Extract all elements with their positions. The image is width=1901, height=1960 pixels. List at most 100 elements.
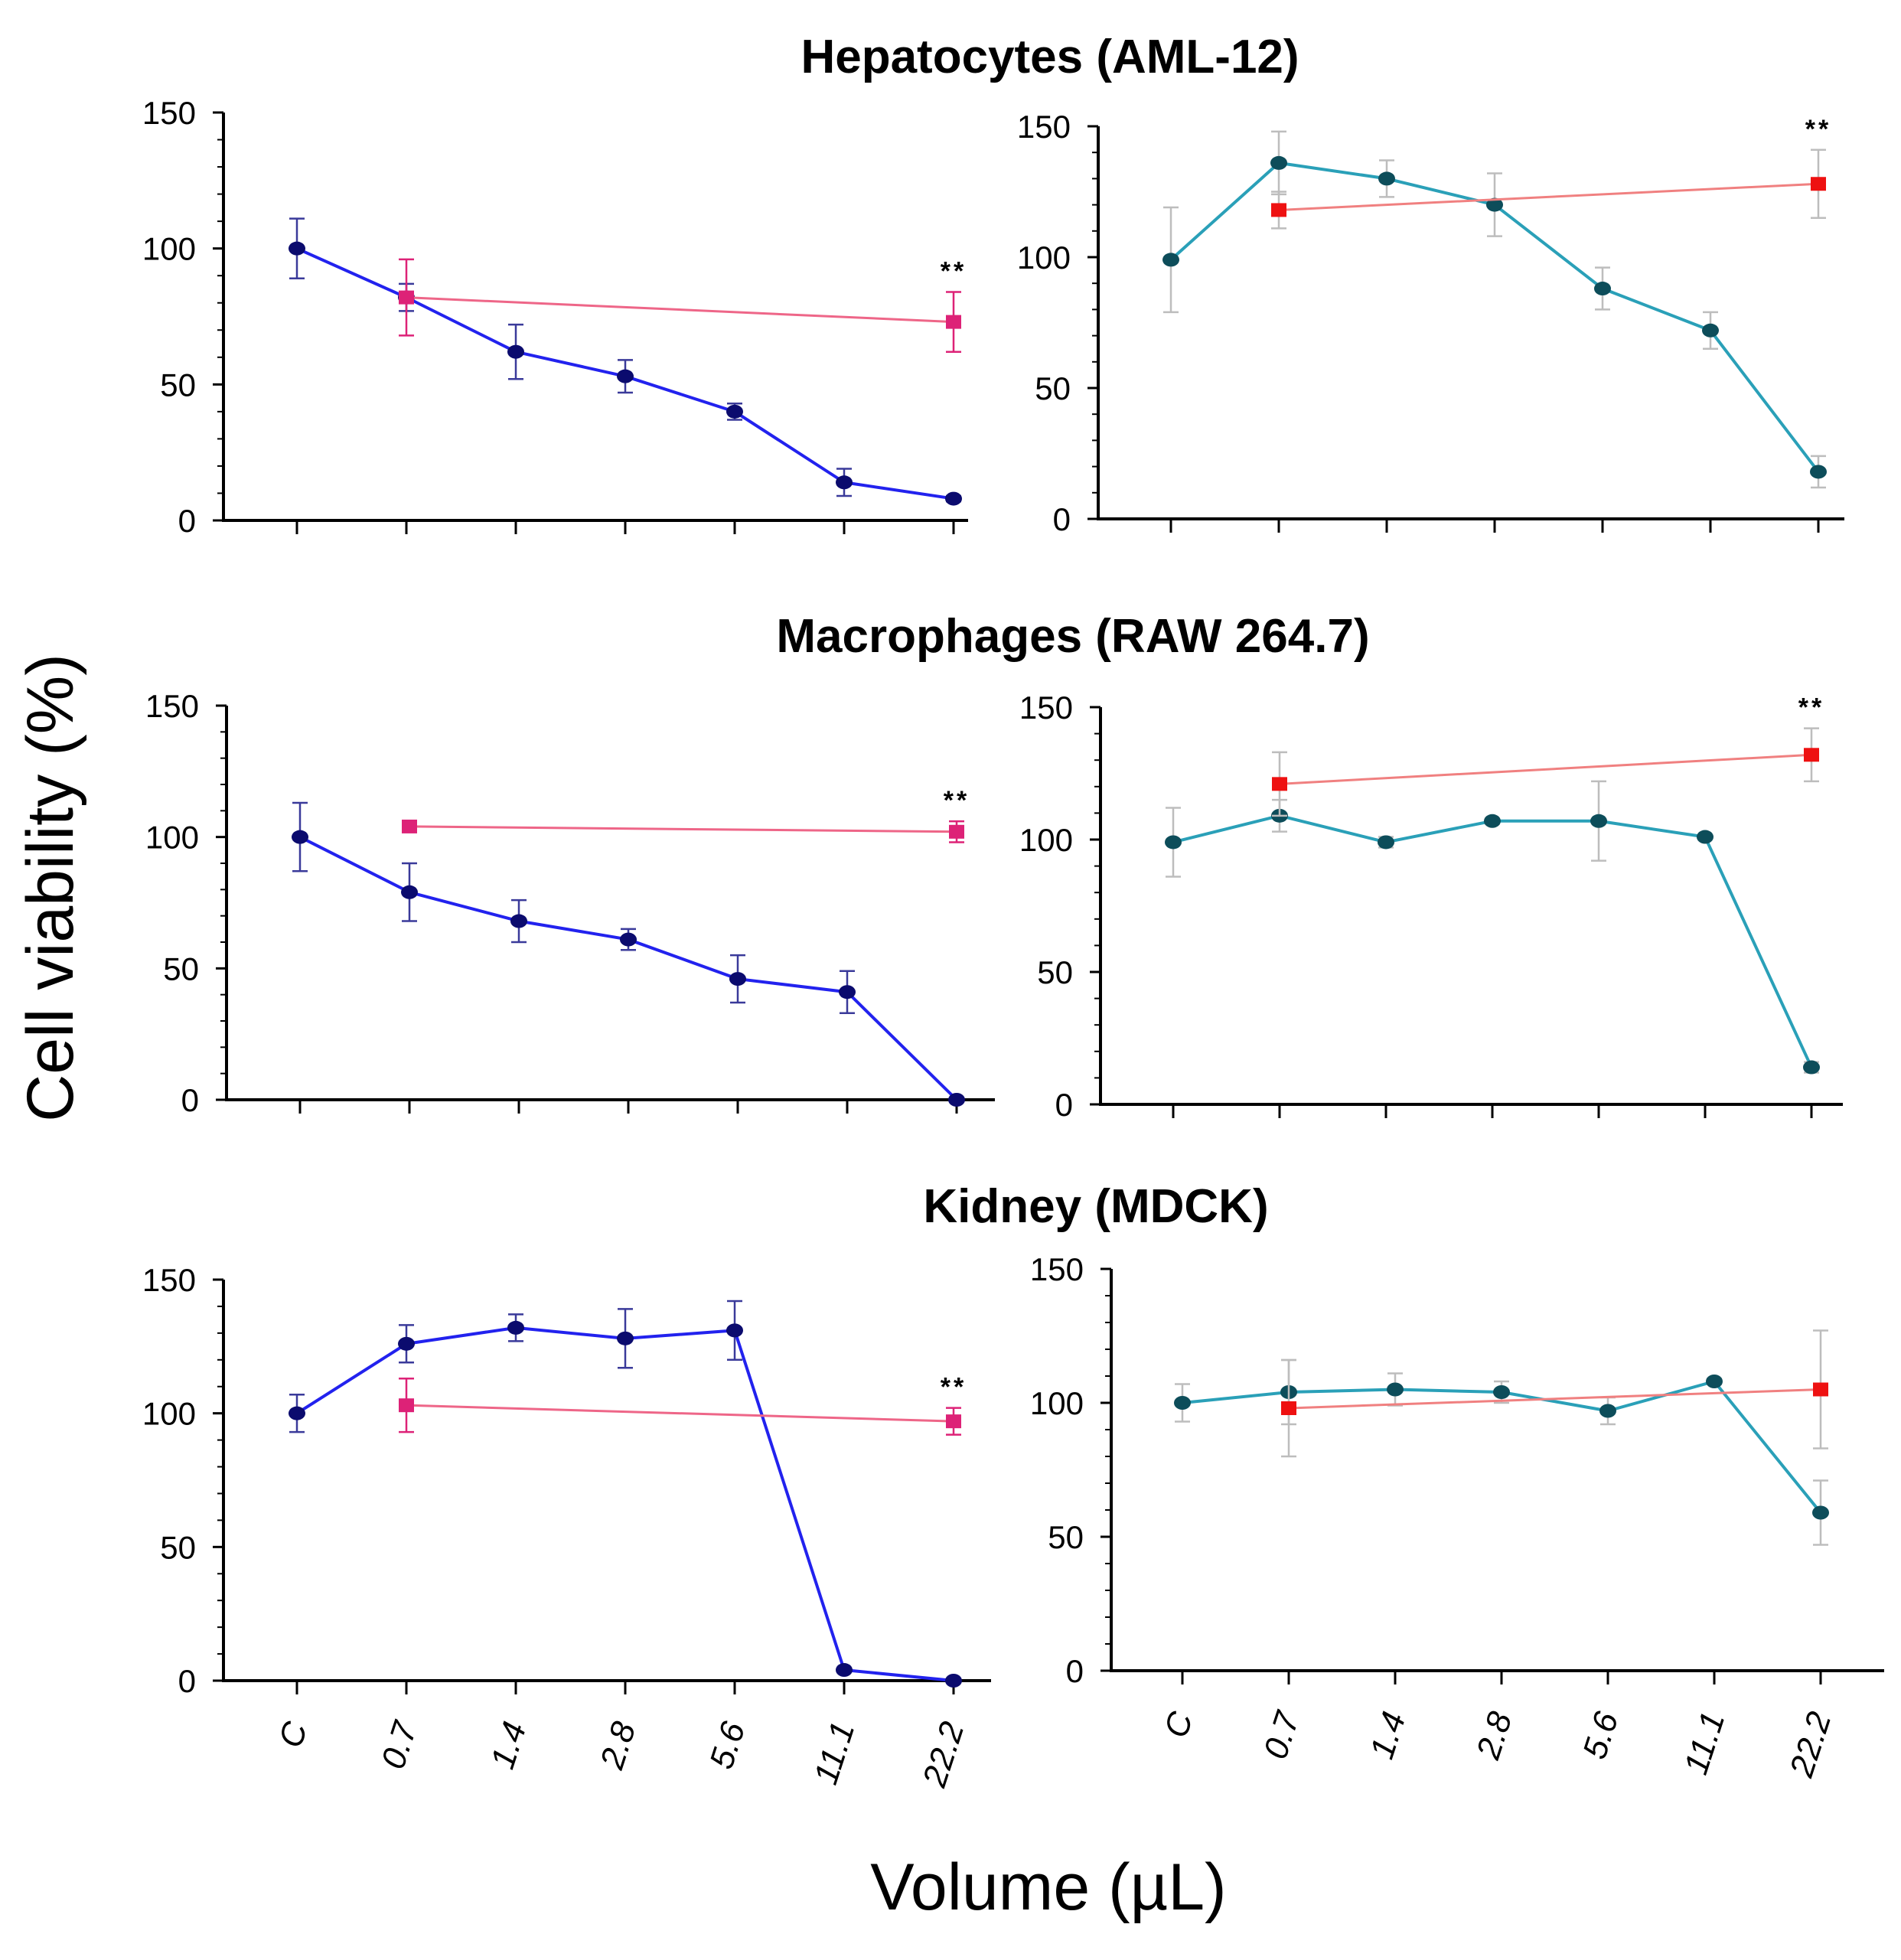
- data-point: [1697, 830, 1714, 844]
- significance-label: **: [944, 786, 970, 815]
- panel-hep-right: 0 50 100 150 **: [1017, 109, 1844, 537]
- reference-point: [946, 1414, 961, 1429]
- y-tick-label: 150: [1030, 1251, 1084, 1287]
- reference-point: [1813, 1382, 1828, 1397]
- x-tick-label: 1.4: [1363, 1707, 1414, 1763]
- data-point: [1706, 1375, 1723, 1388]
- reference-series-line: [1278, 182, 1819, 211]
- x-tick-label: 2.8: [593, 1717, 644, 1774]
- x-tick-label: 0.7: [1257, 1706, 1307, 1763]
- data-point: [839, 985, 856, 1000]
- x-tick-label: 1.4: [484, 1717, 534, 1773]
- data-point: [836, 1663, 853, 1678]
- data-point: [289, 1406, 305, 1420]
- x-axis-label: Volume (µL): [870, 1851, 1226, 1924]
- x-tick-label: 2.8: [1469, 1707, 1520, 1764]
- reference-point: [399, 1398, 414, 1413]
- y-tick-label: 100: [145, 820, 199, 856]
- significance-label: **: [941, 1373, 967, 1402]
- data-point: [945, 491, 962, 506]
- x-tick-label: 5.6: [703, 1717, 753, 1773]
- y-tick-label: 150: [145, 688, 199, 724]
- reference-series-line: [1288, 1388, 1821, 1410]
- data-point: [1590, 814, 1607, 828]
- y-tick-label: 100: [1019, 822, 1073, 858]
- data-point: [1378, 171, 1395, 186]
- x-tick-label: 22.2: [1782, 1707, 1838, 1782]
- data-point: [401, 885, 418, 899]
- reference-series-line: [1279, 753, 1812, 785]
- data-point: [1387, 1382, 1404, 1397]
- significance-label: **: [941, 257, 967, 286]
- reference-point: [1271, 203, 1286, 217]
- reference-point: [949, 824, 964, 839]
- y-tick-label: 0: [1055, 1087, 1073, 1123]
- x-tick-label: C: [1157, 1707, 1201, 1743]
- panels-group: 0 50 100 150 ** 0 50 100 150 ** 0 50 100 150 ** 0 50 100 1…: [142, 95, 1884, 1792]
- reference-point: [946, 315, 961, 329]
- data-point: [1486, 197, 1503, 212]
- main-series-line: [1172, 814, 1813, 1068]
- row-title-macrophages: Macrophages (RAW 264.7): [776, 610, 1369, 663]
- data-point: [620, 932, 637, 947]
- y-tick-label: 50: [160, 367, 196, 403]
- panel-mac-right: 0 50 100 150 **: [1019, 690, 1843, 1123]
- data-point: [1599, 1404, 1616, 1418]
- y-tick-label: 50: [1037, 954, 1073, 990]
- y-tick-label: 100: [142, 231, 196, 267]
- panel-hep-left: 0 50 100 150 **: [142, 95, 968, 539]
- data-point: [507, 1320, 524, 1335]
- y-tick-label: 0: [1066, 1653, 1084, 1689]
- y-tick-label: 50: [1035, 370, 1071, 406]
- y-tick-label: 50: [163, 951, 199, 987]
- y-tick-label: 50: [1048, 1519, 1084, 1555]
- reference-point: [1281, 1401, 1296, 1415]
- y-axis-label: Cell viability (%): [14, 654, 87, 1122]
- data-point: [507, 344, 524, 359]
- x-tick-label: 5.6: [1576, 1707, 1626, 1763]
- data-point: [1378, 835, 1394, 850]
- y-tick-label: 0: [178, 503, 196, 539]
- row-title-hepatocytes: Hepatocytes (AML-12): [801, 31, 1299, 83]
- data-point: [729, 972, 746, 987]
- data-point: [1702, 323, 1719, 338]
- data-point: [398, 1336, 415, 1351]
- reference-point: [1811, 177, 1826, 191]
- y-tick-label: 100: [1030, 1385, 1084, 1421]
- data-point: [1812, 1505, 1829, 1520]
- x-tick-label: 0.7: [374, 1716, 425, 1773]
- y-tick-label: 0: [178, 1663, 196, 1699]
- data-point: [726, 1323, 743, 1338]
- main-series-line: [295, 1326, 954, 1682]
- data-point: [1165, 835, 1182, 850]
- y-tick-label: 150: [142, 95, 196, 131]
- row-title-kidney: Kidney (MDCK): [923, 1180, 1268, 1233]
- reference-point: [1804, 748, 1819, 762]
- x-tick-label: 11.1: [1677, 1707, 1732, 1779]
- reference-series-line: [406, 296, 954, 324]
- panel-mac-left: 0 50 100 150 **: [145, 688, 995, 1118]
- reference-series-line: [406, 1404, 954, 1423]
- data-point: [1270, 155, 1287, 170]
- reference-point: [399, 290, 414, 305]
- data-point: [289, 241, 305, 256]
- data-point: [1484, 814, 1501, 828]
- y-tick-label: 150: [1019, 690, 1073, 726]
- data-point: [1810, 465, 1827, 479]
- panel-kid-left: 0 50 100 150 C 0.7 1.4 2.8 5.6 11.1 22.2 **: [142, 1262, 991, 1792]
- y-tick-label: 100: [1017, 240, 1071, 276]
- data-point: [510, 914, 527, 928]
- data-point: [292, 830, 308, 844]
- main-series-line: [299, 835, 958, 1101]
- significance-label: **: [1798, 693, 1824, 722]
- data-point: [1594, 282, 1611, 296]
- reference-point: [402, 819, 417, 833]
- reference-point: [1272, 777, 1287, 791]
- reference-series-line: [409, 825, 957, 833]
- data-point: [1162, 253, 1179, 267]
- x-tick-label: 22.2: [915, 1717, 971, 1792]
- significance-label: **: [1805, 115, 1831, 144]
- y-tick-label: 150: [1017, 109, 1071, 145]
- data-point: [945, 1674, 962, 1688]
- y-tick-label: 100: [142, 1396, 196, 1432]
